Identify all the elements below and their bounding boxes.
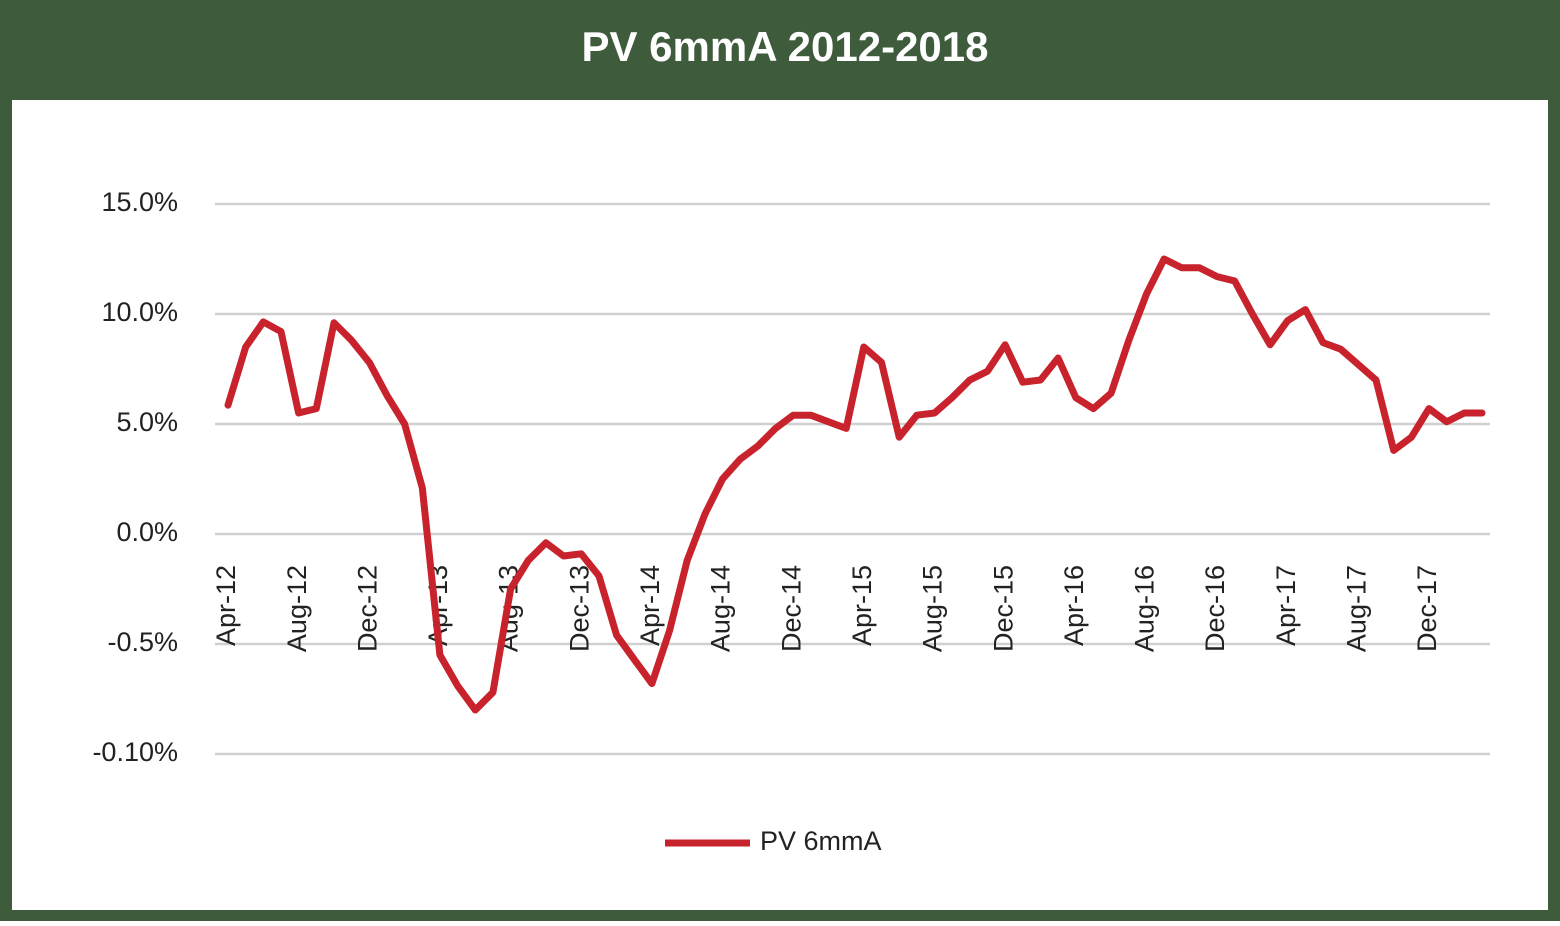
x-tick-label: Apr-14	[635, 565, 665, 646]
x-tick-label: Dec-16	[1200, 565, 1230, 652]
y-tick-label: 15.0%	[101, 187, 178, 217]
y-tick-label: 5.0%	[116, 407, 178, 437]
x-tick-label: Dec-12	[352, 565, 382, 652]
chart-title: PV 6mmA 2012-2018	[581, 23, 988, 70]
x-tick-label: Aug-14	[706, 565, 736, 652]
y-tick-label: -0.10%	[92, 737, 178, 767]
y-tick-label: 0.0%	[116, 517, 178, 547]
x-tick-label: Apr-15	[847, 565, 877, 646]
x-tick-label: Dec-13	[564, 565, 594, 652]
x-tick-label: Aug-12	[282, 565, 312, 652]
x-tick-label: Dec-17	[1412, 565, 1442, 652]
line-series	[224, 255, 1486, 714]
x-tick-label: Apr-16	[1059, 565, 1089, 646]
legend-label: PV 6mmA	[760, 826, 882, 856]
x-tick-label: Aug-17	[1341, 565, 1371, 652]
x-tick-label: Aug-16	[1130, 565, 1160, 652]
y-tick-label: -0.5%	[107, 627, 178, 657]
x-tick-label: Dec-14	[776, 565, 806, 652]
x-tick-label: Apr-12	[211, 565, 241, 646]
y-tick-label: 10.0%	[101, 297, 178, 327]
x-tick-label: Apr-17	[1271, 565, 1301, 646]
x-tick-label: Aug-15	[918, 565, 948, 652]
x-tick-label: Dec-15	[988, 565, 1018, 652]
panel	[12, 100, 1548, 910]
